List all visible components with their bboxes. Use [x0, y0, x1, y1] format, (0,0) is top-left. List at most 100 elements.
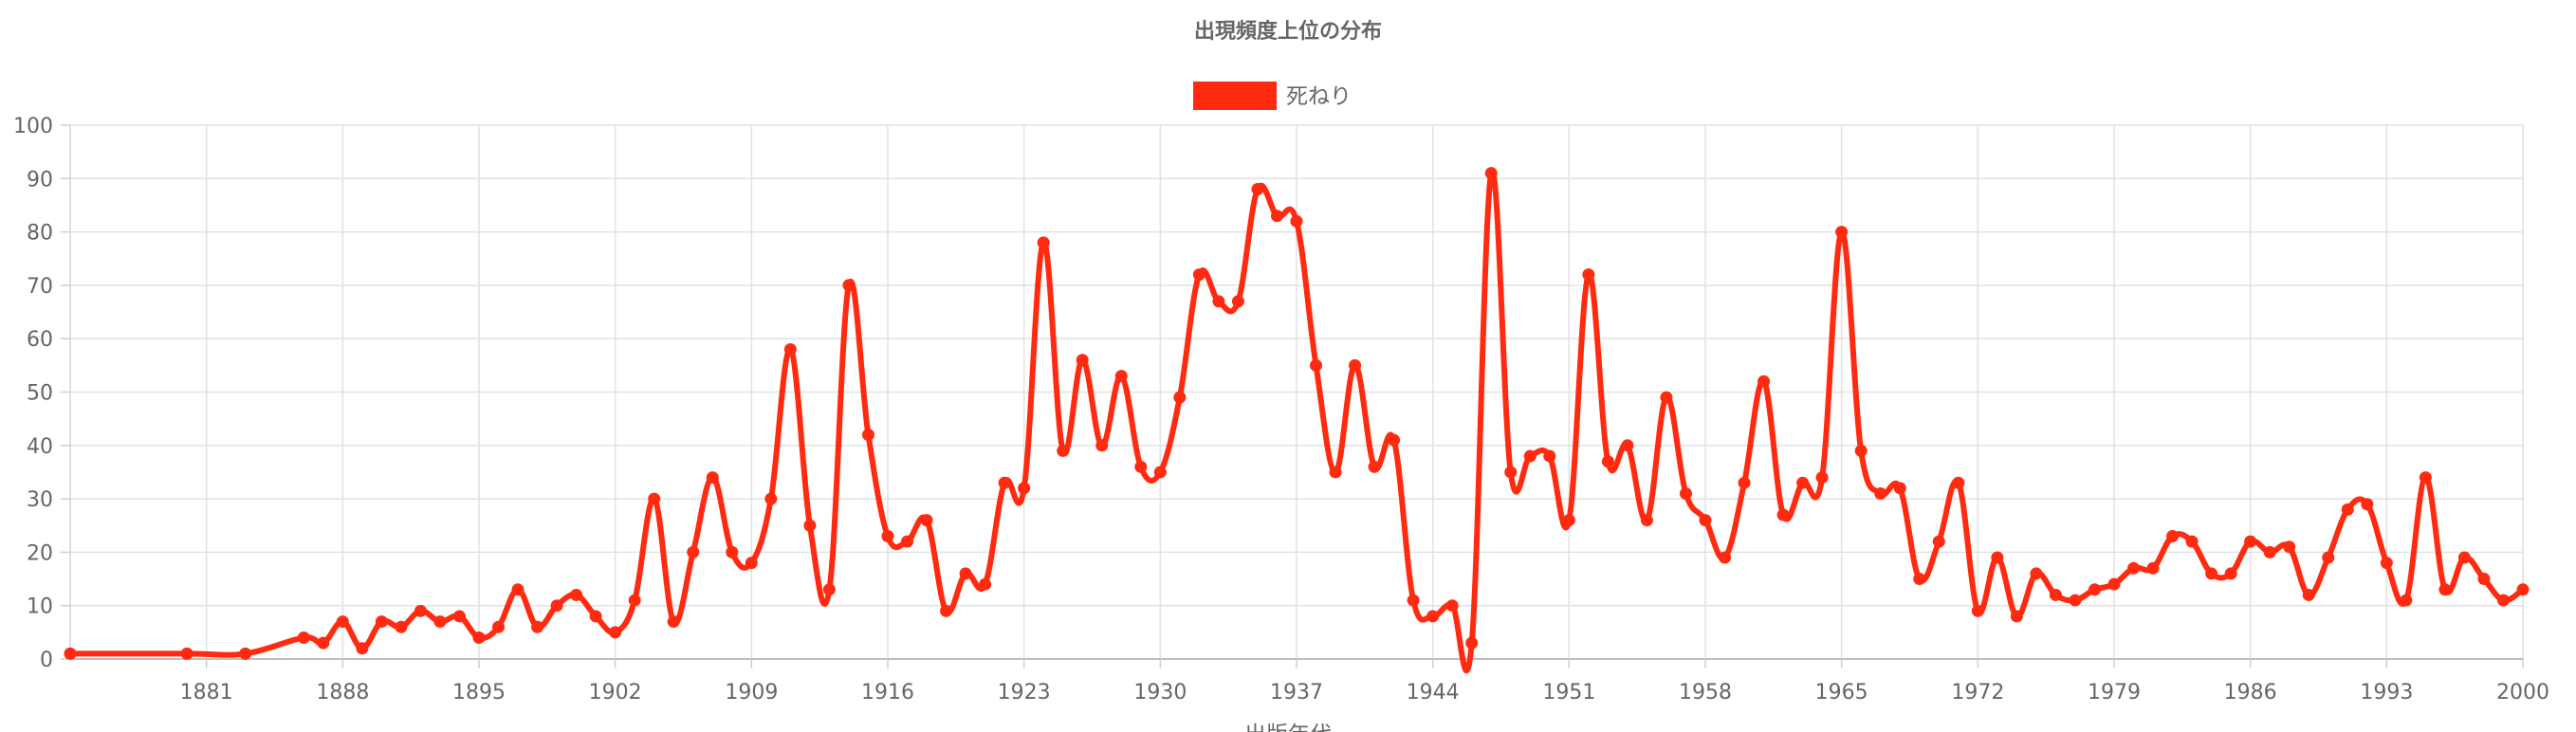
data-point[interactable]	[745, 557, 758, 570]
data-point[interactable]	[1679, 486, 1692, 500]
data-point[interactable]	[180, 647, 193, 660]
data-point[interactable]	[1601, 455, 1614, 468]
data-point[interactable]	[2283, 540, 2296, 554]
data-point[interactable]	[2244, 535, 2257, 548]
data-point[interactable]	[998, 476, 1011, 489]
data-point[interactable]	[1582, 268, 1595, 282]
data-point[interactable]	[2263, 545, 2276, 558]
data-point[interactable]	[1114, 370, 1128, 383]
data-point[interactable]	[570, 588, 583, 601]
data-point[interactable]	[1368, 460, 1381, 473]
data-point[interactable]	[1057, 444, 1070, 457]
data-point[interactable]	[2030, 567, 2043, 580]
data-point[interactable]	[1310, 358, 1323, 372]
data-point[interactable]	[1719, 551, 1732, 564]
data-point[interactable]	[609, 626, 622, 639]
data-point[interactable]	[2088, 583, 2101, 596]
data-point[interactable]	[1893, 482, 1906, 495]
data-point[interactable]	[64, 647, 77, 660]
data-point[interactable]	[920, 514, 933, 527]
data-point[interactable]	[1660, 391, 1673, 404]
data-point[interactable]	[822, 583, 836, 596]
data-point[interactable]	[452, 610, 466, 623]
data-point[interactable]	[1349, 358, 1362, 372]
data-point[interactable]	[1388, 433, 1401, 447]
data-point[interactable]	[783, 342, 797, 356]
data-point[interactable]	[1562, 514, 1575, 527]
data-point[interactable]	[648, 492, 661, 505]
data-point[interactable]	[1173, 391, 1187, 404]
data-point[interactable]	[2205, 567, 2218, 580]
data-point[interactable]	[1913, 573, 1926, 586]
data-point[interactable]	[297, 631, 310, 644]
data-point[interactable]	[2516, 583, 2530, 596]
data-point[interactable]	[1445, 599, 1459, 613]
data-point[interactable]	[1932, 535, 1945, 548]
data-point[interactable]	[1835, 226, 1849, 239]
data-point[interactable]	[1270, 210, 1283, 223]
data-point[interactable]	[2010, 610, 2023, 623]
data-point[interactable]	[317, 636, 330, 650]
data-point[interactable]	[375, 615, 388, 629]
data-point[interactable]	[2127, 561, 2141, 575]
data-point[interactable]	[1952, 476, 1965, 489]
data-point[interactable]	[1854, 444, 1868, 457]
data-point[interactable]	[239, 647, 252, 660]
data-point[interactable]	[726, 545, 739, 558]
data-point[interactable]	[1018, 482, 1031, 495]
data-point[interactable]	[979, 577, 992, 591]
data-point[interactable]	[1640, 514, 1653, 527]
data-point[interactable]	[589, 610, 602, 623]
data-point[interactable]	[2146, 561, 2160, 575]
data-point[interactable]	[628, 594, 641, 607]
data-point[interactable]	[1290, 214, 1303, 228]
data-point[interactable]	[1231, 295, 1244, 308]
data-point[interactable]	[1523, 449, 1536, 463]
data-point[interactable]	[1251, 183, 1264, 196]
data-point[interactable]	[2224, 567, 2237, 580]
data-point[interactable]	[687, 545, 700, 558]
data-point[interactable]	[395, 620, 408, 633]
data-point[interactable]	[1757, 375, 1771, 388]
data-point[interactable]	[2185, 535, 2199, 548]
data-point[interactable]	[2166, 530, 2180, 543]
data-point[interactable]	[2477, 573, 2491, 586]
data-point[interactable]	[1504, 466, 1518, 479]
data-point[interactable]	[861, 429, 874, 442]
data-point[interactable]	[706, 471, 719, 485]
data-point[interactable]	[2049, 588, 2062, 601]
data-point[interactable]	[2400, 594, 2413, 607]
data-point[interactable]	[1426, 610, 1440, 623]
data-point[interactable]	[667, 615, 680, 629]
data-point[interactable]	[2322, 551, 2335, 564]
data-point[interactable]	[1329, 466, 1342, 479]
legend[interactable]: 死ねり	[1193, 82, 1352, 110]
data-point[interactable]	[1212, 295, 1225, 308]
data-point[interactable]	[901, 535, 914, 548]
data-point[interactable]	[356, 642, 369, 655]
data-point[interactable]	[511, 583, 524, 596]
data-point[interactable]	[1484, 167, 1498, 180]
data-point[interactable]	[842, 279, 856, 292]
data-point[interactable]	[2302, 588, 2315, 601]
data-point[interactable]	[414, 604, 427, 617]
data-point[interactable]	[2457, 551, 2471, 564]
data-point[interactable]	[1971, 604, 1984, 617]
data-point[interactable]	[472, 631, 486, 644]
data-point[interactable]	[2380, 557, 2393, 570]
data-point[interactable]	[1738, 476, 1751, 489]
data-point[interactable]	[1776, 508, 1790, 522]
data-point[interactable]	[2419, 471, 2432, 485]
data-point[interactable]	[2107, 577, 2121, 591]
data-point[interactable]	[2361, 498, 2374, 511]
data-point[interactable]	[764, 492, 778, 505]
data-point[interactable]	[2496, 594, 2510, 607]
data-point[interactable]	[1699, 514, 1712, 527]
data-point[interactable]	[1407, 594, 1420, 607]
data-point[interactable]	[1153, 466, 1167, 479]
data-point[interactable]	[1796, 476, 1810, 489]
data-point[interactable]	[881, 530, 894, 543]
data-point[interactable]	[550, 599, 563, 613]
data-point[interactable]	[1037, 236, 1050, 249]
data-point[interactable]	[492, 620, 506, 633]
